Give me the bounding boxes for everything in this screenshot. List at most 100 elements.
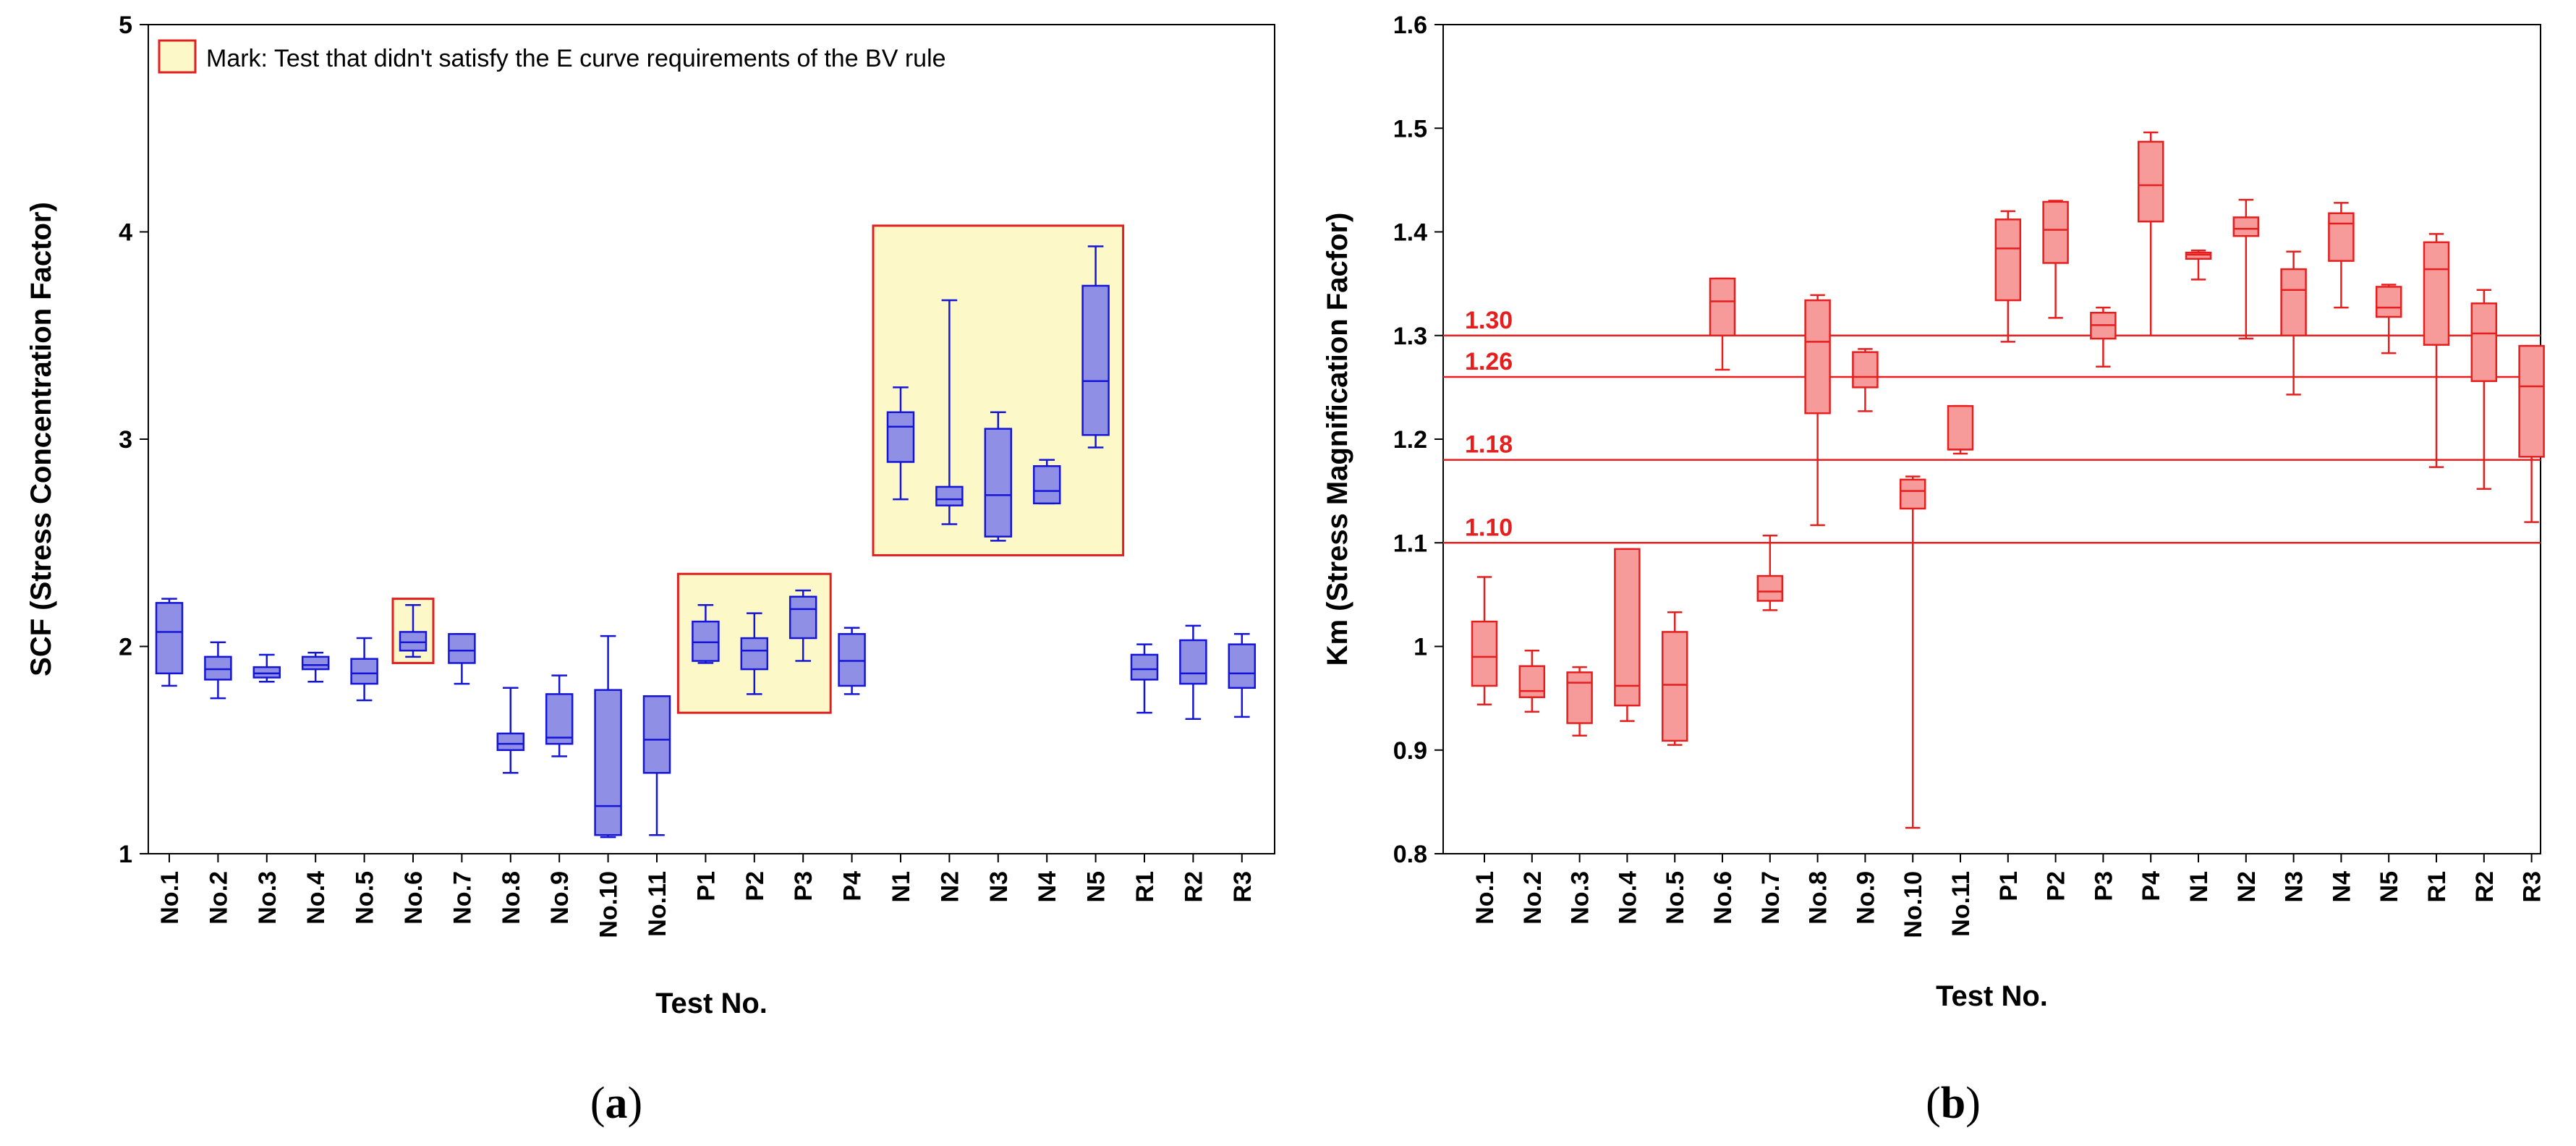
iqr-box-n2	[935, 485, 964, 506]
x-tick-label-no-9: No.9	[546, 871, 574, 925]
box-no-1	[1471, 576, 1498, 705]
box-n4	[2328, 202, 2355, 309]
iqr-box-no-4	[1614, 548, 1641, 707]
y-tick-label-0-9: 0.9	[1393, 737, 1427, 765]
iqr-box-n3	[2280, 268, 2307, 337]
x-tick-label-n2: N2	[2233, 871, 2261, 902]
y-tick-label-2: 2	[119, 634, 132, 661]
x-tick-label-p2: P2	[741, 871, 769, 901]
box-no-7	[448, 633, 476, 685]
box-n1	[886, 386, 915, 501]
x-tick-label-no-8: No.8	[1805, 871, 1832, 925]
box-r3	[2518, 344, 2545, 523]
box-no-2	[1518, 649, 1546, 713]
reference-label-1-26: 1.26	[1465, 348, 1513, 375]
x-tick-label-p4: P4	[839, 871, 867, 901]
iqr-box-no-1	[1471, 620, 1498, 687]
box-no-9	[1852, 348, 1879, 412]
box-no-8	[496, 687, 525, 774]
box-no-5	[1661, 611, 1688, 746]
iqr-box-p2	[2042, 200, 2069, 264]
box-n5	[1081, 245, 1110, 449]
x-tick-label-no-5: No.5	[1662, 871, 1689, 925]
iqr-box-no-5	[1661, 631, 1688, 742]
x-tick-label-n1: N1	[888, 871, 915, 902]
box-no-8	[1804, 294, 1831, 527]
box-no-4	[301, 651, 330, 683]
iqr-box-no-2	[204, 655, 232, 681]
panel-label-close-paren-a: )	[628, 1079, 643, 1128]
x-tick-label-no-3: No.3	[1567, 871, 1594, 925]
y-tick-label-1-3: 1.3	[1393, 323, 1427, 350]
x-tick-label-r3: R3	[1229, 871, 1257, 902]
box-p2	[740, 612, 769, 695]
iqr-box-no-10	[594, 689, 622, 836]
box-p3	[788, 589, 817, 662]
iqr-box-no-8	[1804, 299, 1831, 415]
legend-label: Mark: Test that didn't satisfy the E cur…	[206, 45, 946, 72]
iqr-box-p2	[740, 637, 769, 671]
box-no-6	[1709, 277, 1736, 371]
iqr-box-p1	[1994, 218, 2022, 302]
iqr-box-no-11	[642, 695, 671, 774]
x-axis-title-b: Test No.	[1936, 980, 2048, 1012]
y-tick-label-1-6: 1.6	[1393, 12, 1427, 39]
box-n5	[2375, 284, 2402, 355]
x-tick-label-p1: P1	[1995, 871, 2023, 901]
panel-label-b: (b)	[1926, 1079, 1981, 1128]
y-tick-label-1: 1	[1414, 634, 1427, 661]
y-tick-label-3: 3	[119, 426, 132, 454]
iqr-box-no-9	[1852, 351, 1879, 389]
iqr-box-no-2	[1518, 665, 1546, 698]
iqr-box-p1	[692, 620, 720, 662]
panel-label-open-paren-a: (	[590, 1079, 605, 1128]
box-no-5	[350, 637, 378, 702]
x-tick-label-r2: R2	[2471, 871, 2499, 902]
box-no-3	[1566, 666, 1593, 737]
y-tick-label-1-2: 1.2	[1393, 426, 1427, 454]
box-p4	[838, 627, 866, 695]
x-axis-title-a: Test No.	[655, 988, 768, 1019]
iqr-box-r1	[2423, 241, 2450, 346]
x-tick-label-r1: R1	[1131, 871, 1159, 902]
x-tick-label-no-11: No.11	[644, 871, 671, 937]
iqr-box-r3	[2518, 344, 2545, 458]
iqr-box-r2	[1179, 639, 1207, 685]
box-n1	[2185, 250, 2212, 281]
box-p3	[2090, 306, 2117, 368]
iqr-box-n5	[1081, 284, 1110, 436]
x-tick-label-n3: N3	[2281, 871, 2308, 902]
x-tick-label-no-10: No.10	[595, 871, 623, 938]
box-no-10	[1899, 475, 1926, 829]
box-no-6	[399, 603, 428, 658]
iqr-box-no-3	[1566, 671, 1593, 724]
iqr-box-no-9	[545, 693, 574, 745]
iqr-box-no-10	[1899, 478, 1926, 510]
x-tick-label-r1: R1	[2423, 871, 2451, 902]
chart-panel-a: 1 2 3 4 5 No.1 No.2 No.3 No.4 No.5 No.6 No.7 No.8 No.…	[25, 12, 1275, 1128]
iqr-box-n1	[2185, 251, 2212, 260]
box-p4	[2137, 131, 2164, 336]
box-n4	[1032, 459, 1061, 505]
x-tick-label-n4: N4	[2328, 871, 2355, 903]
plot-area-b	[1442, 24, 2541, 854]
x-tick-label-no-2: No.2	[205, 871, 232, 925]
box-p2	[2042, 200, 2069, 319]
iqr-box-no-7	[1756, 574, 1784, 602]
box-no-3	[252, 653, 281, 683]
x-tick-label-no-1: No.1	[1471, 871, 1499, 925]
iqr-box-n5	[2375, 286, 2402, 318]
box-r2	[2470, 289, 2498, 491]
panel-label-letter-a: a	[605, 1079, 628, 1128]
iqr-box-r3	[1228, 643, 1257, 689]
x-tick-label-p2: P2	[2043, 871, 2070, 901]
box-no-7	[1756, 534, 1784, 611]
iqr-box-no-5	[350, 658, 378, 685]
x-tick-label-no-4: No.4	[302, 871, 330, 925]
x-tick-label-n5: N5	[2376, 871, 2403, 902]
x-tick-label-no-10: No.10	[1900, 871, 1927, 938]
iqr-box-p4	[838, 633, 866, 687]
box-no-11	[1947, 404, 1974, 455]
x-tick-label-no-9: No.9	[1852, 871, 1879, 925]
iqr-box-no-6	[399, 631, 428, 652]
